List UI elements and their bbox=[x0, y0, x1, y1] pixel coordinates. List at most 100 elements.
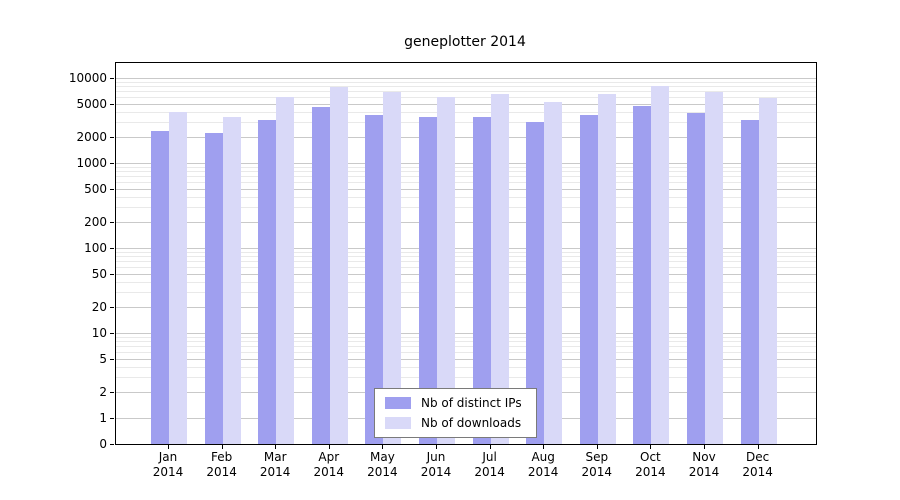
x-tick-mark bbox=[489, 445, 491, 449]
y-gridline-major bbox=[116, 358, 816, 360]
x-tick-month: Nov bbox=[692, 450, 716, 464]
x-tick-mark bbox=[382, 445, 384, 449]
x-tick-mark bbox=[275, 445, 277, 449]
y-tick-mark bbox=[110, 273, 114, 275]
legend-swatch-downloads bbox=[385, 417, 411, 429]
legend-label-downloads: Nb of downloads bbox=[421, 416, 522, 430]
y-gridline-major bbox=[116, 248, 816, 249]
y-tick-mark bbox=[110, 333, 114, 334]
y-gridline-minor bbox=[116, 207, 816, 209]
legend: Nb of distinct IPs Nb of downloads bbox=[374, 388, 537, 438]
y-tick-mark bbox=[110, 444, 114, 445]
x-tick-month: Dec bbox=[745, 450, 770, 464]
bar-distinct-ips-jan bbox=[151, 130, 169, 444]
y-tick-label: 200 bbox=[84, 215, 107, 230]
y-gridline-minor bbox=[116, 281, 816, 283]
bar-downloads-jun bbox=[437, 97, 455, 444]
y-gridline-major bbox=[116, 222, 816, 224]
y-tick-mark bbox=[110, 78, 114, 79]
bar-downloads-sep bbox=[597, 93, 616, 444]
x-tick-mark bbox=[221, 445, 223, 449]
x-tick-year: 2014 bbox=[420, 465, 452, 479]
x-tick-mark bbox=[704, 445, 705, 449]
x-tick-year: 2014 bbox=[635, 465, 666, 479]
y-tick-label: 10000 bbox=[68, 71, 107, 85]
y-gridline-major bbox=[116, 78, 816, 79]
y-tick-label: 2 bbox=[99, 385, 107, 400]
x-tick-label: Oct 2014 bbox=[618, 450, 682, 480]
x-tick-year: 2014 bbox=[367, 465, 398, 479]
x-tick-label: Jul 2014 bbox=[458, 450, 522, 480]
y-gridline-major bbox=[116, 163, 816, 164]
x-tick-month: May bbox=[369, 450, 395, 464]
y-gridline-minor bbox=[116, 351, 816, 353]
y-tick-label: 100 bbox=[84, 241, 107, 255]
y-gridline-minor bbox=[116, 292, 816, 294]
x-tick-mark bbox=[328, 445, 330, 449]
legend-item-downloads: Nb of downloads bbox=[385, 416, 522, 430]
bar-distinct-ips-may bbox=[365, 114, 384, 444]
y-gridline-major bbox=[116, 103, 816, 105]
x-tick-mark bbox=[650, 445, 652, 449]
x-tick-month: Jan bbox=[158, 450, 178, 464]
legend-label-distinct-ips: Nb of distinct IPs bbox=[421, 396, 522, 410]
x-tick-mark bbox=[436, 445, 437, 449]
x-tick-month: Aug bbox=[531, 450, 555, 464]
y-gridline-major bbox=[116, 188, 816, 190]
x-tick-label: May 2014 bbox=[350, 450, 414, 480]
x-tick-label: Mar 2014 bbox=[243, 450, 307, 480]
bar-distinct-ips-oct bbox=[633, 105, 652, 444]
y-gridline-minor bbox=[116, 366, 816, 368]
x-tick-month: Feb bbox=[210, 450, 233, 464]
y-gridline-minor bbox=[116, 91, 816, 93]
y-tick-label: 1 bbox=[99, 411, 107, 425]
x-tick-year: 2014 bbox=[688, 465, 720, 479]
y-gridline-minor bbox=[116, 166, 816, 168]
y-tick-mark bbox=[110, 137, 114, 139]
x-tick-mark bbox=[168, 445, 169, 449]
x-tick-label: Nov 2014 bbox=[672, 450, 736, 480]
bar-distinct-ips-jun bbox=[419, 116, 437, 444]
y-tick-label: 500 bbox=[84, 181, 107, 196]
chart-title: geneplotter 2014 bbox=[404, 34, 526, 50]
bar-downloads-may bbox=[383, 91, 402, 444]
y-tick-label: 2000 bbox=[76, 130, 107, 145]
y-gridline-major bbox=[116, 307, 816, 309]
y-tick-mark bbox=[110, 222, 114, 224]
x-tick-month: Sep bbox=[585, 450, 609, 464]
x-tick-label: Jan 2014 bbox=[136, 450, 200, 480]
y-tick-label: 5 bbox=[99, 351, 107, 366]
bar-distinct-ips-jul bbox=[472, 116, 491, 444]
y-tick-label: 1000 bbox=[76, 156, 107, 170]
y-gridline-minor bbox=[116, 336, 816, 338]
y-tick-label: 5000 bbox=[76, 96, 107, 111]
x-tick-year: 2014 bbox=[527, 465, 559, 479]
bar-distinct-ips-nov bbox=[687, 112, 705, 444]
x-tick-mark bbox=[543, 445, 545, 449]
bar-downloads-mar bbox=[276, 96, 295, 444]
x-tick-month: Jun bbox=[426, 450, 446, 464]
x-tick-year: 2014 bbox=[474, 465, 505, 479]
x-tick-year: 2014 bbox=[581, 465, 613, 479]
x-tick-label: Dec 2014 bbox=[726, 450, 790, 480]
y-tick-mark bbox=[110, 392, 114, 394]
y-tick-label: 0 bbox=[99, 437, 107, 451]
x-tick-year: 2014 bbox=[206, 465, 237, 479]
bar-downloads-jul bbox=[490, 93, 509, 444]
y-gridline-minor bbox=[116, 261, 816, 263]
bar-downloads-dec bbox=[758, 98, 777, 444]
y-gridline-major bbox=[116, 273, 816, 275]
x-tick-month: Apr bbox=[318, 450, 340, 464]
y-tick-mark bbox=[110, 307, 114, 309]
y-gridline-minor bbox=[116, 196, 816, 198]
x-tick-label: Apr 2014 bbox=[297, 450, 361, 480]
y-gridline-major bbox=[116, 137, 816, 139]
bar-distinct-ips-aug bbox=[526, 122, 545, 444]
y-gridline-minor bbox=[116, 176, 816, 178]
x-tick-label: Feb 2014 bbox=[190, 450, 254, 480]
y-gridline-minor bbox=[116, 346, 816, 348]
x-tick-year: 2014 bbox=[742, 465, 773, 479]
y-tick-mark bbox=[110, 188, 114, 190]
y-gridline-minor bbox=[116, 86, 816, 88]
